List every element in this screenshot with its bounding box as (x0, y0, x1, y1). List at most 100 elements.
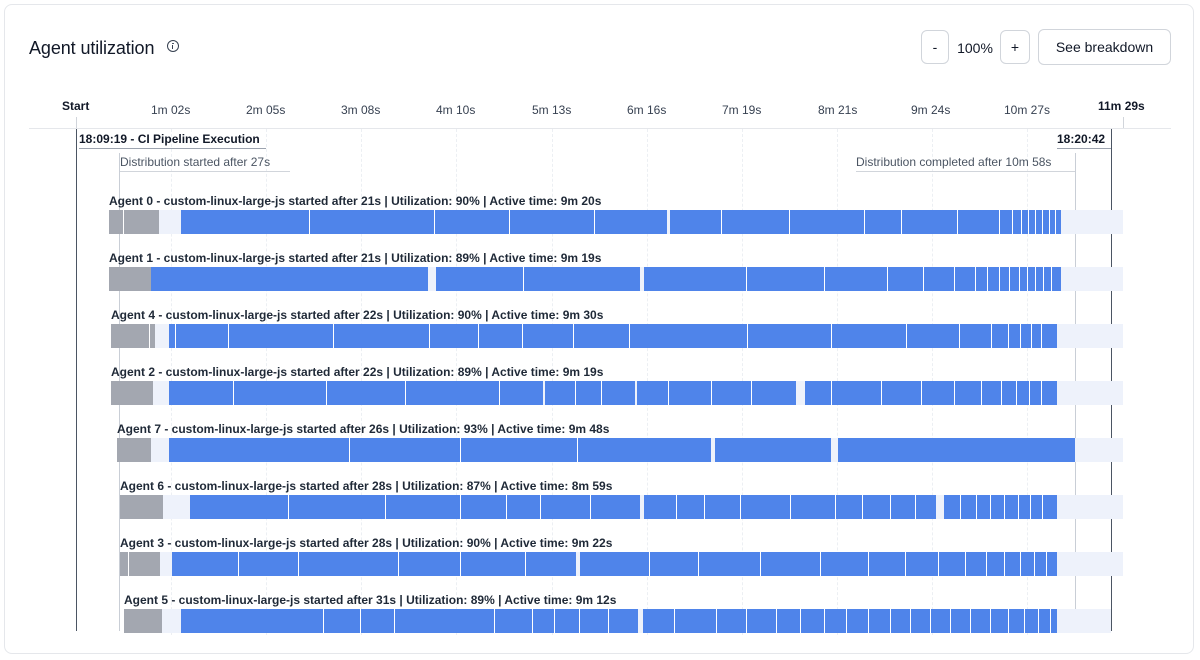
task-segment[interactable] (169, 324, 1057, 348)
segment-divider (960, 495, 961, 519)
segment-divider (460, 438, 461, 462)
segment-divider (1004, 495, 1005, 519)
setup-segment[interactable] (111, 381, 153, 405)
segment-divider (716, 609, 717, 633)
agent-timeline[interactable] (109, 210, 1123, 234)
segment-divider (1009, 267, 1010, 291)
distribution-started-label: Distribution started after 27s (120, 155, 271, 169)
setup-segment[interactable] (109, 267, 157, 291)
segment-divider (831, 381, 832, 405)
segment-divider (820, 552, 821, 576)
axis-tick-label: 7m 19s (722, 103, 762, 117)
task-segment[interactable] (805, 381, 1057, 405)
agent-timeline[interactable] (117, 438, 1123, 462)
segment-divider (1008, 609, 1009, 633)
agent-timeline[interactable] (111, 381, 1123, 405)
task-segment[interactable] (190, 495, 640, 519)
zoom-in-button[interactable]: + (1000, 30, 1030, 64)
segment-divider (1024, 609, 1025, 633)
see-breakdown-button[interactable]: See breakdown (1038, 29, 1171, 65)
segment-divider (887, 267, 888, 291)
segment-divider (890, 609, 891, 633)
segment-divider (499, 381, 500, 405)
segment-divider (288, 495, 289, 519)
segment-divider (976, 495, 977, 519)
task-segment[interactable] (637, 381, 796, 405)
segment-divider (128, 552, 129, 576)
setup-segment[interactable] (120, 552, 160, 576)
task-segment[interactable] (181, 609, 638, 633)
setup-segment[interactable] (124, 609, 162, 633)
segment-divider (525, 552, 526, 576)
segment-divider (959, 324, 960, 348)
task-segment[interactable] (151, 267, 428, 291)
axis-tick-label: 3m 08s (341, 103, 381, 117)
zoom-out-button[interactable]: - (921, 30, 949, 64)
agent-timeline[interactable] (120, 495, 1123, 519)
segment-divider (915, 495, 916, 519)
segment-divider (1031, 324, 1032, 348)
info-icon[interactable] (167, 40, 179, 52)
task-segment[interactable] (670, 210, 1061, 234)
agent-timeline[interactable] (124, 609, 1111, 633)
setup-segment[interactable] (120, 495, 163, 519)
setup-segment[interactable] (111, 324, 155, 348)
task-segment[interactable] (172, 552, 576, 576)
agent-timeline[interactable] (120, 552, 1123, 576)
agent-utilization-card: Agent utilization - 100% + See breakdown… (4, 4, 1194, 654)
segment-divider (901, 210, 902, 234)
segment-divider (506, 495, 507, 519)
segment-divider (649, 552, 650, 576)
segment-divider (704, 495, 705, 519)
segment-divider (123, 210, 124, 234)
segment-divider (349, 438, 350, 462)
segment-divider (398, 552, 399, 576)
segment-divider (1038, 609, 1039, 633)
segment-divider (910, 609, 911, 633)
segment-divider (800, 609, 801, 633)
segment-divider (333, 324, 334, 348)
segment-divider (991, 324, 992, 348)
segment-divider (970, 609, 971, 633)
segment-divider (835, 495, 836, 519)
segment-divider (746, 609, 747, 633)
segment-divider (881, 381, 882, 405)
task-segment[interactable] (181, 210, 667, 234)
segment-divider (523, 267, 524, 291)
segment-divider (1041, 324, 1042, 348)
axis-end-tick (1123, 117, 1124, 128)
task-segment[interactable] (944, 495, 1057, 519)
setup-segment[interactable] (117, 438, 151, 462)
segment-divider (1041, 381, 1042, 405)
task-segment[interactable] (545, 381, 635, 405)
task-segment[interactable] (169, 381, 543, 405)
task-segment[interactable] (436, 267, 640, 291)
agent-row-label: Agent 2 - custom-linux-large-js started … (111, 365, 604, 379)
setup-segment[interactable] (109, 210, 159, 234)
agent-timeline[interactable] (109, 267, 1123, 291)
segment-divider (698, 552, 699, 576)
segment-divider (868, 552, 869, 576)
axis-tick-label: 9m 24s (911, 103, 951, 117)
segment-divider (890, 495, 891, 519)
segment-divider (175, 324, 176, 348)
segment-divider (711, 381, 712, 405)
pipeline-end-underline (1057, 148, 1111, 149)
segment-divider (1049, 210, 1050, 234)
segment-divider (429, 324, 430, 348)
segment-divider (923, 267, 924, 291)
pipeline-start-line (76, 129, 77, 631)
segment-divider (323, 609, 324, 633)
task-segment[interactable] (580, 552, 1057, 576)
task-segment[interactable] (169, 438, 711, 462)
panel-title: Agent utilization (29, 38, 155, 58)
task-segment[interactable] (838, 438, 1075, 462)
task-segment[interactable] (715, 438, 831, 462)
segment-divider (629, 324, 630, 348)
segment-divider (986, 552, 987, 576)
agent-timeline[interactable] (111, 324, 1123, 348)
task-segment[interactable] (644, 267, 1061, 291)
task-segment[interactable] (643, 609, 1057, 633)
segment-divider (1046, 552, 1047, 576)
segment-divider (824, 609, 825, 633)
